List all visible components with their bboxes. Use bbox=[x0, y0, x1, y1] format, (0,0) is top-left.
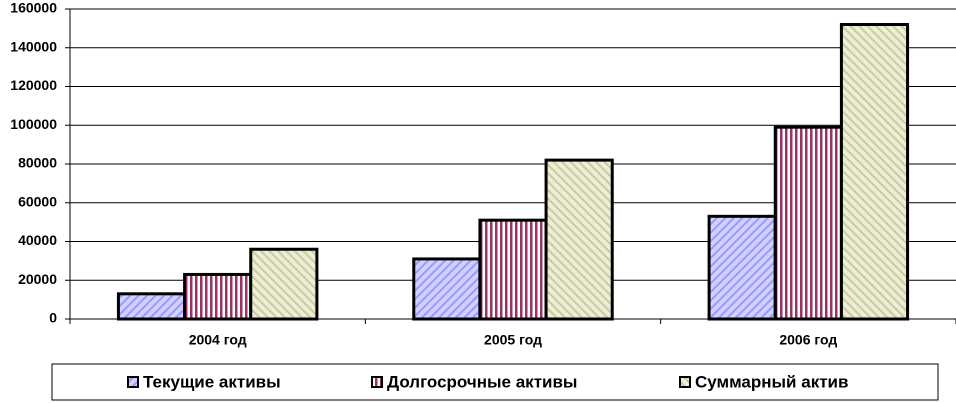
bar bbox=[412, 257, 482, 321]
y-tick-label: 0 bbox=[49, 310, 57, 326]
y-tick-label: 160000 bbox=[10, 0, 57, 16]
legend-label: Текущие активы bbox=[143, 372, 281, 391]
x-tick-label: 2006 год bbox=[779, 332, 837, 348]
y-tick-label: 40000 bbox=[18, 232, 57, 248]
y-tick-label: 20000 bbox=[18, 271, 57, 287]
x-tick-label: 2004 год bbox=[189, 332, 247, 348]
bar bbox=[707, 214, 777, 321]
legend-box bbox=[51, 363, 939, 401]
y-tick-label: 120000 bbox=[10, 77, 57, 93]
bar bbox=[773, 125, 843, 321]
y-tick-label: 60000 bbox=[18, 193, 57, 209]
bar bbox=[183, 272, 253, 321]
bar bbox=[116, 292, 187, 321]
legend-label: Суммарный актив bbox=[695, 372, 848, 391]
x-tick-label: 2005 год bbox=[484, 332, 542, 348]
legend-marker bbox=[371, 376, 383, 388]
bar bbox=[839, 23, 910, 321]
legend-marker bbox=[127, 376, 139, 388]
bar bbox=[544, 158, 614, 321]
bar bbox=[249, 247, 319, 321]
y-tick-label: 80000 bbox=[18, 155, 57, 171]
legend-marker bbox=[679, 376, 691, 388]
y-tick-label: 140000 bbox=[10, 38, 57, 54]
bar bbox=[478, 218, 548, 321]
legend-label: Долгосрочные активы bbox=[387, 372, 577, 391]
y-tick-label: 100000 bbox=[10, 116, 57, 132]
